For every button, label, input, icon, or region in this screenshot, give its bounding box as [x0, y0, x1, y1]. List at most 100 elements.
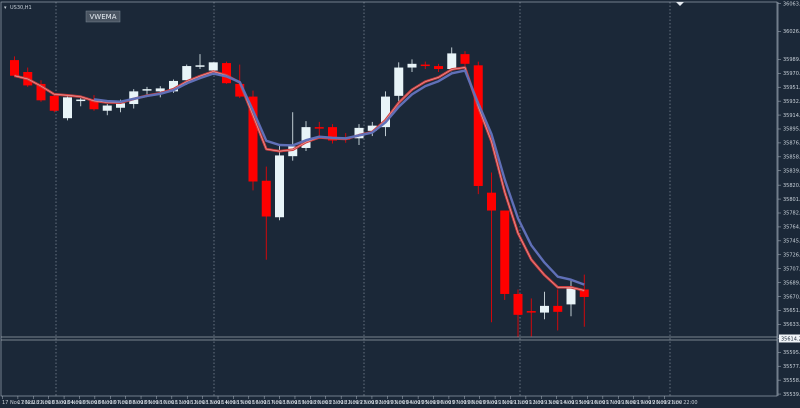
candle-body[interactable]	[288, 146, 298, 157]
candle[interactable]	[63, 95, 72, 121]
candle[interactable]	[434, 63, 443, 73]
candle-body[interactable]	[420, 64, 430, 67]
candle[interactable]	[328, 124, 337, 144]
x-tick-label: 17 Nov 22:00	[17, 400, 51, 406]
candle-body[interactable]	[394, 67, 404, 96]
candle-body[interactable]	[513, 293, 523, 315]
candle[interactable]	[447, 47, 457, 72]
current-price-tag	[779, 334, 800, 343]
candle-body[interactable]	[155, 88, 165, 92]
scroll-marker[interactable]	[676, 2, 684, 6]
candle-body[interactable]	[142, 89, 152, 91]
candle-body[interactable]	[222, 63, 231, 84]
candle[interactable]	[566, 280, 576, 317]
candle[interactable]	[76, 97, 86, 107]
vwema-blue-path	[93, 69, 585, 286]
x-tick-label: 18 Nov 04:00	[48, 400, 82, 406]
candle-body[interactable]	[434, 66, 443, 70]
candle-body[interactable]	[89, 101, 99, 110]
chart-menu-icon[interactable]: ▾	[4, 5, 7, 11]
candle[interactable]	[142, 86, 152, 95]
candle[interactable]	[473, 61, 483, 195]
candle[interactable]	[155, 86, 165, 98]
candle-body[interactable]	[301, 127, 311, 148]
candle[interactable]	[248, 90, 258, 191]
candle-body[interactable]	[354, 127, 364, 139]
candle-body[interactable]	[63, 97, 72, 119]
candle[interactable]	[487, 172, 496, 323]
candle[interactable]	[222, 61, 231, 84]
candle-body[interactable]	[169, 80, 178, 92]
candle[interactable]	[420, 61, 430, 70]
candle[interactable]	[460, 51, 470, 67]
x-tick-label: 19 Nov 19:00	[618, 400, 652, 406]
candle-body[interactable]	[182, 66, 192, 81]
x-tick-label: 19 Nov 07:00	[433, 400, 467, 406]
x-tick-label: 19 Nov 12:00	[510, 400, 544, 406]
candle-body[interactable]	[460, 54, 470, 64]
candle[interactable]	[407, 59, 417, 73]
candle[interactable]	[10, 56, 19, 78]
candle[interactable]	[579, 274, 589, 327]
candle-body[interactable]	[553, 305, 563, 312]
candle-body[interactable]	[447, 53, 457, 70]
candle-body[interactable]	[195, 65, 205, 67]
candle-body[interactable]	[579, 289, 589, 297]
candle-body[interactable]	[487, 192, 496, 211]
candle-body[interactable]	[208, 62, 218, 71]
candle-body[interactable]	[381, 96, 390, 128]
candle-body[interactable]	[566, 287, 576, 305]
candle-body[interactable]	[36, 83, 46, 101]
candle[interactable]	[314, 121, 324, 138]
candle[interactable]	[394, 62, 404, 102]
candle[interactable]	[500, 210, 510, 300]
candle-body[interactable]	[407, 63, 417, 68]
candle-body[interactable]	[76, 99, 86, 102]
candle[interactable]	[102, 104, 112, 116]
candles[interactable]	[10, 47, 589, 338]
candle-body[interactable]	[49, 95, 59, 111]
candle-body[interactable]	[116, 103, 125, 108]
candle-body[interactable]	[261, 180, 271, 217]
candle[interactable]	[526, 298, 536, 337]
candle[interactable]	[49, 93, 59, 113]
y-tick-label: 35970.30	[783, 71, 800, 77]
vwema-button-label[interactable]: VWEMA	[90, 13, 117, 21]
candle-body[interactable]	[367, 125, 377, 131]
x-tick-label: 18 Nov 08:00	[110, 400, 144, 406]
candle[interactable]	[301, 121, 311, 151]
y-tick-label: 35539.60	[783, 392, 800, 398]
candle[interactable]	[275, 145, 284, 221]
plot-area	[0, 1, 779, 397]
candle-body[interactable]	[500, 210, 510, 294]
candle-body[interactable]	[275, 155, 284, 218]
scroll-marker-icon[interactable]	[676, 2, 684, 6]
candle[interactable]	[540, 291, 549, 320]
candle-body[interactable]	[540, 305, 549, 313]
candle[interactable]	[36, 80, 46, 102]
candle-body[interactable]	[526, 311, 536, 313]
candle-body[interactable]	[314, 127, 324, 129]
candle-body[interactable]	[328, 127, 337, 141]
candle-body[interactable]	[10, 60, 19, 76]
candle-body[interactable]	[102, 105, 112, 111]
x-tick-label: 18 Nov 10:00	[141, 400, 175, 406]
candle-body[interactable]	[235, 83, 245, 97]
candle[interactable]	[195, 54, 205, 70]
vwema-blue-line	[93, 69, 585, 286]
candle[interactable]	[553, 289, 563, 331]
x-tick-label: 19 Nov 05:00	[402, 400, 436, 406]
candle-body[interactable]	[473, 65, 483, 186]
candle[interactable]	[261, 166, 271, 260]
candle[interactable]	[89, 95, 99, 111]
candle-body[interactable]	[248, 96, 258, 182]
x-tick-label: 18 Nov 06:00	[79, 400, 113, 406]
vwema-button[interactable]: VWEMA	[85, 10, 121, 23]
candle[interactable]	[513, 289, 523, 338]
y-tick-label: 35932.90	[783, 99, 800, 105]
vwema-button-bg[interactable]	[85, 10, 121, 23]
candle[interactable]	[381, 91, 390, 137]
candle[interactable]	[288, 112, 298, 161]
